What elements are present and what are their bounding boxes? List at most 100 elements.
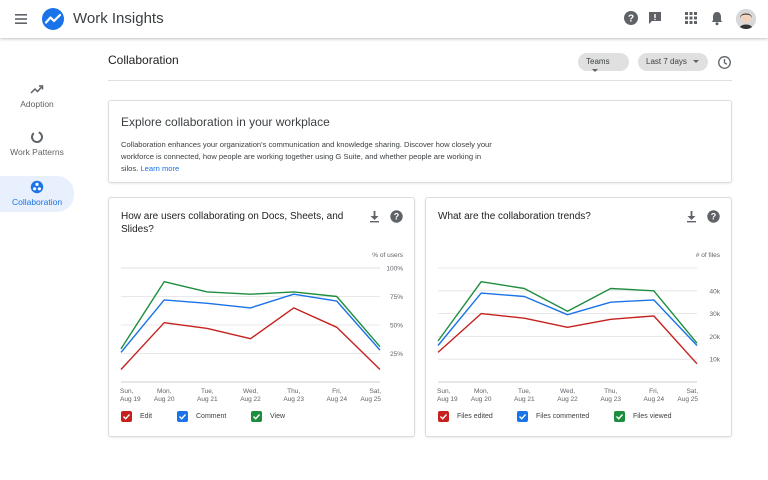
x-tick-date: Aug 20 bbox=[471, 396, 492, 403]
chart-card-docs-collaboration: How are users collaborating on Docs, She… bbox=[108, 197, 415, 437]
x-tick-date: Aug 21 bbox=[514, 396, 535, 403]
x-tick-weekday: Sat, bbox=[369, 388, 381, 395]
x-tick-label: Tue, Aug 21 bbox=[514, 388, 535, 403]
header-divider bbox=[108, 80, 732, 81]
checkbox-icon bbox=[177, 411, 188, 422]
explore-description: Collaboration enhances your organization… bbox=[121, 139, 493, 175]
x-tick-label: Fri, Aug 24 bbox=[327, 388, 348, 403]
x-tick-date: Aug 23 bbox=[283, 396, 304, 403]
series-line-files-commented bbox=[437, 292, 698, 346]
checkbox-icon bbox=[121, 411, 132, 422]
x-tick-label: Wed, Aug 22 bbox=[557, 388, 578, 403]
x-tick-date: Aug 25 bbox=[677, 396, 698, 403]
x-tick-label: Thu, Aug 23 bbox=[283, 388, 304, 403]
download-icon[interactable] bbox=[685, 210, 698, 223]
date-range-dropdown[interactable]: Last 7 days bbox=[638, 53, 708, 71]
x-tick-date: Aug 19 bbox=[437, 396, 458, 403]
sidebar-item-collaboration[interactable]: Collaboration bbox=[0, 176, 74, 212]
checkbox-icon bbox=[614, 411, 625, 422]
x-tick-label: Sun, Aug 19 bbox=[120, 388, 141, 403]
x-tick-label: Sat, Aug 25 bbox=[677, 388, 698, 403]
x-tick-date: Aug 24 bbox=[327, 396, 348, 403]
legend-label: Files edited bbox=[457, 413, 493, 420]
legend-label: View bbox=[270, 413, 286, 420]
y-axis-label: # of files bbox=[696, 252, 721, 259]
sidebar: Adoption Work Patterns Collaboration bbox=[0, 38, 84, 480]
teams-filter-label: Teams bbox=[586, 57, 610, 66]
menu-icon[interactable] bbox=[10, 9, 32, 29]
trending-up-icon bbox=[30, 82, 44, 96]
apps-icon[interactable] bbox=[683, 10, 701, 28]
chart-card-collaboration-trends: What are the collaboration trends? ? # o… bbox=[425, 197, 732, 437]
x-tick-date: Aug 20 bbox=[154, 396, 175, 403]
x-tick-date: Aug 24 bbox=[644, 396, 665, 403]
explore-card: Explore collaboration in your workplace … bbox=[108, 100, 732, 183]
legend-label: Files commented bbox=[536, 413, 590, 420]
avatar[interactable] bbox=[736, 9, 756, 29]
x-tick-weekday: Mon, bbox=[157, 388, 172, 395]
x-tick-weekday: Mon, bbox=[474, 388, 489, 395]
chevron-down-icon bbox=[692, 60, 699, 64]
x-tick-date: Aug 19 bbox=[120, 396, 141, 403]
y-tick-label: 25% bbox=[390, 351, 403, 358]
y-tick-label: 40k bbox=[710, 288, 721, 295]
y-tick-label: 75% bbox=[390, 294, 403, 301]
x-tick-date: Aug 25 bbox=[360, 396, 381, 403]
svg-text:?: ? bbox=[628, 14, 634, 25]
collaboration-icon bbox=[30, 180, 44, 194]
donut-icon bbox=[30, 130, 44, 144]
date-range-label: Last 7 days bbox=[646, 57, 687, 66]
app-title: Work Insights bbox=[73, 10, 164, 27]
x-tick-weekday: Tue, bbox=[201, 388, 214, 395]
chart-title: What are the collaboration trends? bbox=[438, 211, 591, 222]
series-line-files-viewed bbox=[437, 281, 698, 344]
x-tick-date: Aug 22 bbox=[240, 396, 261, 403]
x-tick-weekday: Wed, bbox=[243, 388, 258, 395]
teams-filter-dropdown[interactable]: Teams bbox=[578, 53, 629, 73]
sidebar-item-work-patterns[interactable]: Work Patterns bbox=[0, 130, 74, 164]
help-icon[interactable]: ? bbox=[707, 210, 720, 223]
x-tick-weekday: Wed, bbox=[560, 388, 575, 395]
feedback-icon[interactable] bbox=[647, 10, 665, 28]
history-icon[interactable] bbox=[717, 55, 732, 70]
checkbox-icon bbox=[517, 411, 528, 422]
checkbox-icon bbox=[438, 411, 449, 422]
series-line-edit bbox=[120, 307, 381, 371]
svg-text:?: ? bbox=[711, 212, 717, 222]
x-tick-weekday: Sat, bbox=[686, 388, 698, 395]
help-icon[interactable]: ? bbox=[390, 210, 403, 223]
top-app-bar: Work Insights ? bbox=[0, 0, 768, 38]
series-line-view bbox=[120, 281, 381, 350]
x-tick-date: Aug 22 bbox=[557, 396, 578, 403]
download-icon[interactable] bbox=[368, 210, 381, 223]
sidebar-item-label: Work Patterns bbox=[10, 147, 64, 157]
explore-title: Explore collaboration in your workplace bbox=[121, 115, 330, 129]
x-tick-weekday: Sun, bbox=[120, 388, 134, 395]
x-tick-label: Sun, Aug 19 bbox=[437, 388, 458, 403]
x-tick-label: Tue, Aug 21 bbox=[197, 388, 218, 403]
notifications-icon[interactable] bbox=[709, 10, 727, 28]
x-tick-date: Aug 23 bbox=[600, 396, 621, 403]
checkbox-icon bbox=[251, 411, 262, 422]
help-icon[interactable]: ? bbox=[623, 10, 641, 28]
learn-more-link[interactable]: Learn more bbox=[140, 164, 180, 173]
x-tick-weekday: Thu, bbox=[604, 388, 617, 395]
legend-label: Comment bbox=[196, 413, 227, 420]
y-axis-label: % of users bbox=[372, 252, 403, 259]
chart-title: How are users collaborating on Docs, She… bbox=[121, 211, 344, 235]
y-tick-label: 10k bbox=[710, 357, 721, 364]
sidebar-item-label: Adoption bbox=[20, 99, 54, 109]
x-tick-weekday: Fri, bbox=[649, 388, 659, 395]
chevron-down-icon bbox=[592, 69, 598, 73]
x-tick-label: Wed, Aug 22 bbox=[240, 388, 261, 403]
sidebar-item-label: Collaboration bbox=[11, 197, 63, 207]
x-tick-label: Thu, Aug 23 bbox=[600, 388, 621, 403]
explore-body-text: Collaboration enhances your organization… bbox=[121, 140, 492, 173]
legend-label: Edit bbox=[140, 413, 153, 420]
x-tick-label: Mon, Aug 20 bbox=[154, 388, 175, 403]
x-tick-weekday: Fri, bbox=[332, 388, 342, 395]
sidebar-item-adoption[interactable]: Adoption bbox=[0, 82, 74, 116]
x-tick-label: Sat, Aug 25 bbox=[360, 388, 381, 403]
